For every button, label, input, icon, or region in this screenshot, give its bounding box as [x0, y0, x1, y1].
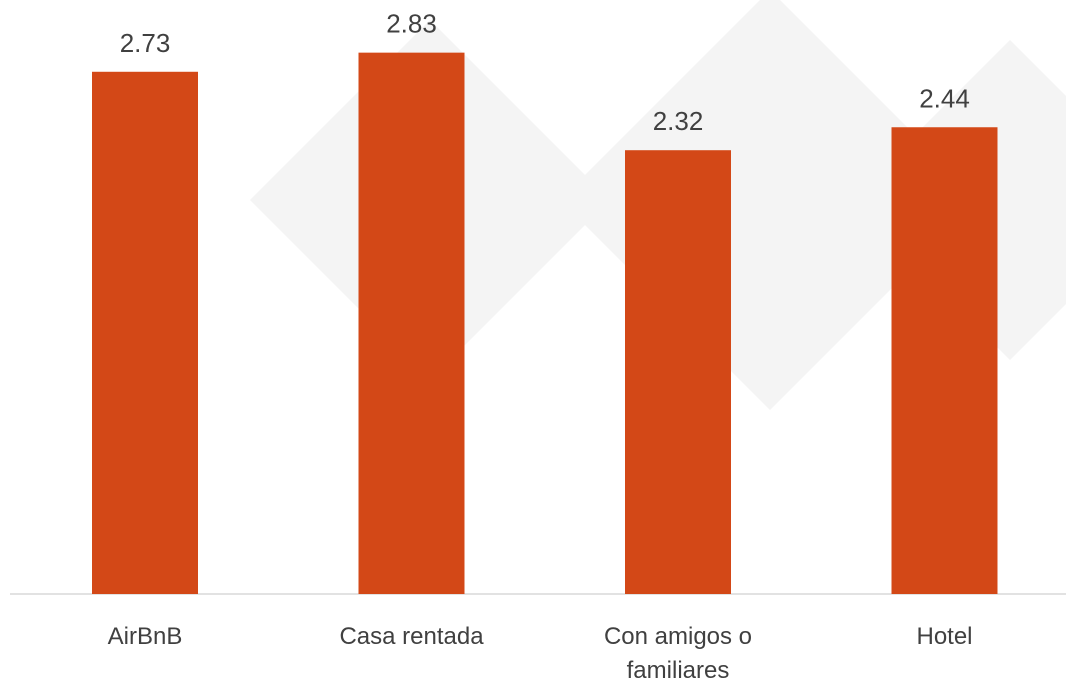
- data-label: 2.73: [120, 28, 171, 58]
- bar: [625, 150, 731, 594]
- data-label: 2.32: [653, 106, 704, 136]
- x-tick-label: Con amigos o familiares: [603, 623, 753, 683]
- x-tick-label: Hotel: [916, 623, 973, 650]
- x-tick-label: Casa rentada: [339, 623, 484, 650]
- bar: [891, 127, 998, 594]
- x-tick-label: AirBnB: [107, 623, 183, 650]
- bar: [358, 52, 465, 595]
- data-label: 2.83: [386, 9, 437, 39]
- bar: [92, 71, 198, 595]
- data-label: 2.44: [919, 83, 970, 113]
